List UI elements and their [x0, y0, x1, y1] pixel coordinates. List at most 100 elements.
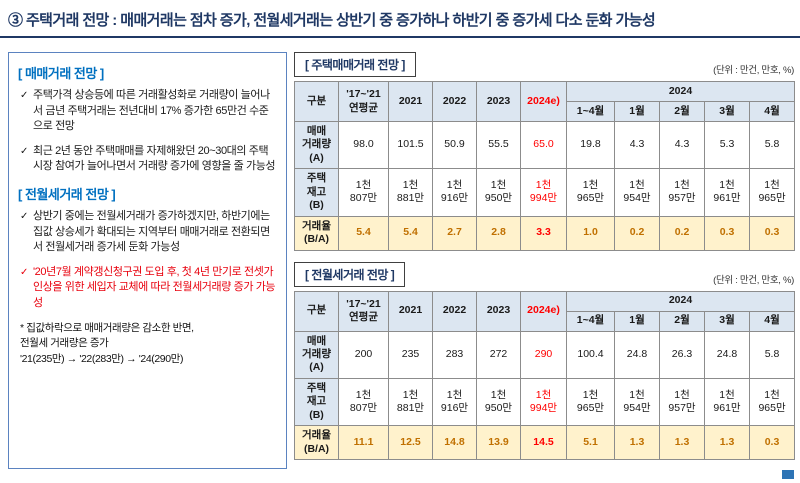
bullet-item: ✓ 상반기 중에는 전월세거래가 증가하겠지만, 하반기에는 집값 상승세가 확… — [20, 209, 277, 256]
table-row: 주택 재고 (B) 1천 807만 1천 881만 1천 916만 1천 950만 1천 … — [294, 168, 796, 217]
table-cell: 1천 994만 — [520, 377, 567, 427]
table-cell: 3.3 — [520, 215, 567, 251]
row-label: 매매 거래량 (A) — [294, 330, 339, 379]
title-divider — [0, 36, 800, 38]
table-cell: 1천 916만 — [432, 377, 477, 427]
column-header: 2024e) — [520, 81, 567, 122]
table-cell: 1천 965만 — [748, 377, 796, 427]
section-header-sale: [ 매매거래 전망 ] — [18, 66, 104, 81]
column-header: 2022 — [432, 290, 477, 332]
row-label: 거래율 (B/A) — [294, 425, 339, 460]
table-cell: 1천 961만 — [704, 377, 750, 427]
column-subheader: 1월 — [614, 310, 660, 332]
column-header: 구분 — [294, 81, 339, 122]
table-cell: 235 — [388, 330, 433, 379]
table-title-row: [ 전월세거래 전망 ] (단위 : 만건, 만호, %) — [294, 261, 794, 287]
table-cell: 26.3 — [659, 330, 705, 379]
table-cell: 100.4 — [566, 330, 615, 379]
table-cell: 12.5 — [388, 425, 433, 460]
corner-decoration — [782, 470, 794, 479]
table-cell: 1천 965만 — [748, 168, 796, 217]
column-group-header: 2024 — [565, 290, 796, 312]
table-cell: 1천 965만 — [566, 377, 615, 427]
page-title: ③ 주택거래 전망 : 매매거래는 점차 증가, 전월세거래는 상반기 중 증가… — [8, 12, 656, 29]
column-subheader: 2월 — [659, 310, 705, 332]
table-cell: 1천 965만 — [566, 168, 615, 217]
table-cell: 14.5 — [520, 425, 567, 460]
column-subheader: 2월 — [659, 101, 705, 122]
table-cell: 290 — [520, 330, 567, 379]
section-header-rent: [ 전월세거래 전망 ] — [18, 187, 116, 203]
table-cell: 13.9 — [476, 425, 521, 460]
table-title-rent: [ 전월세거래 전망 ] — [294, 261, 406, 287]
footnote: * 집값하락으로 매매거래량은 감소한 반면, 전월세 거래량은 증가 '21(… — [20, 321, 194, 366]
table-cell: 1.0 — [566, 215, 615, 251]
table-cell: 1천 950만 — [476, 377, 521, 427]
table-cell: 19.8 — [566, 120, 615, 170]
column-subheader: 1~4월 — [566, 101, 615, 122]
column-group-header: 2024 — [565, 81, 796, 102]
table-cell: 101.5 — [388, 120, 433, 170]
column-subheader: 3월 — [704, 310, 750, 332]
table-cell: 98.0 — [338, 120, 389, 170]
table-cell: 4.3 — [659, 120, 705, 170]
table-cell: 5.4 — [388, 215, 433, 251]
table-cell: 50.9 — [432, 120, 477, 170]
column-header: 2024e) — [520, 290, 567, 332]
rent-forecast-section: [ 전월세거래 전망 ] ✓ 상반기 중에는 전월세거래가 증가하겠지만, 하반… — [18, 184, 277, 312]
column-header: 2021 — [388, 81, 433, 122]
table-cell: 55.5 — [476, 120, 521, 170]
table-row: 거래율 (B/A) 5.4 5.4 2.7 2.8 3.3 1.0 0.2 0.2 0.3 0.3 — [294, 215, 796, 251]
bullet-item: ✓ 주택가격 상승등에 따른 거래활성화로 거래량이 늘어나서 금년 주택거래는… — [20, 88, 277, 135]
table-cell: 1.3 — [704, 425, 750, 460]
column-header: 2023 — [476, 81, 521, 122]
table-cell: 0.3 — [748, 215, 796, 251]
table-cell: 1천 994만 — [520, 168, 567, 217]
sale-forecast-table: 구분 '17~'21 연평균 2021 2022 2023 2024e) 2024 1~4월 1… — [294, 81, 796, 251]
check-icon: ✓ — [20, 211, 28, 223]
check-icon: ✓ — [20, 90, 28, 101]
bullet-text: 상반기 중에는 전월세거래가 증가하겠지만, 하반기에는 집값 상승세가 확대되… — [32, 210, 270, 254]
table-unit: (단위 : 만건, 만호, %) — [713, 65, 794, 76]
table-cell: 1.3 — [659, 425, 705, 460]
row-label: 주택 재고 (B) — [294, 168, 339, 217]
rent-table-block: [ 전월세거래 전망 ] (단위 : 만건, 만호, %) 구분 '17~'21 … — [294, 261, 796, 460]
table-cell: 1천 807만 — [338, 168, 389, 217]
table-cell: 1천 961만 — [704, 168, 750, 217]
row-label: 거래율 (B/A) — [294, 215, 339, 251]
table-row: 매매 거래량 (A) 98.0 101.5 50.9 55.5 65.0 19.8 4.3 4.… — [294, 120, 796, 170]
table-title-row: [ 주택매매거래 전망 ] (단위 : 만건, 만호, %) — [294, 52, 794, 77]
table-cell: 24.8 — [614, 330, 660, 379]
table-cell: 65.0 — [520, 120, 567, 170]
table-cell: 5.1 — [566, 425, 615, 460]
sale-table-block: [ 주택매매거래 전망 ] (단위 : 만건, 만호, %) 구분 '17~'21… — [294, 52, 796, 251]
sale-forecast-section: [ 매매거래 전망 ] ✓ 주택가격 상승등에 따른 거래활성화로 거래량이 늘… — [18, 63, 277, 175]
tables-panel: [ 주택매매거래 전망 ] (단위 : 만건, 만호, %) 구분 '17~'21… — [294, 52, 796, 471]
bullet-item: ✓ 최근 2년 동안 주택매매를 자제해왔던 20~30대의 주택시장 참여가 … — [20, 144, 277, 175]
bullet-text: 주택가격 상승등에 따른 거래활성화로 거래량이 늘어나서 금년 주택거래는 전… — [32, 89, 270, 133]
table-cell: 0.3 — [748, 425, 796, 460]
table-cell: 14.8 — [432, 425, 477, 460]
table-cell: 1천 881만 — [388, 377, 433, 427]
table-cell: 0.2 — [614, 215, 660, 251]
column-subheader: 1~4월 — [566, 310, 615, 332]
table-cell: 5.8 — [748, 120, 796, 170]
table-cell: 272 — [476, 330, 521, 379]
table-cell: 5.8 — [748, 330, 796, 379]
table-cell: 1천 957만 — [659, 377, 705, 427]
table-cell: 5.4 — [338, 215, 389, 251]
column-header: 2021 — [388, 290, 433, 332]
column-subheader: 1월 — [614, 101, 660, 122]
table-unit: (단위 : 만건, 만호, %) — [713, 274, 794, 286]
table-cell: 24.8 — [704, 330, 750, 379]
rent-forecast-table: 구분 '17~'21 연평균 2021 2022 2023 2024e) 2024 1~4월 1… — [294, 290, 796, 460]
table-cell: 0.2 — [659, 215, 705, 251]
table-row: 매매 거래량 (A) 200 235 283 272 290 100.4 24.8 26.3 24… — [294, 330, 796, 379]
row-label: 주택 재고 (B) — [294, 377, 339, 427]
table-cell: 1천 954만 — [614, 377, 660, 427]
table-cell: 1천 881만 — [388, 168, 433, 217]
table-cell: 5.3 — [704, 120, 750, 170]
column-header: 2023 — [476, 290, 521, 332]
table-row: 주택 재고 (B) 1천 807만 1천 881만 1천 916만 1천 950만 1천 … — [294, 377, 796, 427]
